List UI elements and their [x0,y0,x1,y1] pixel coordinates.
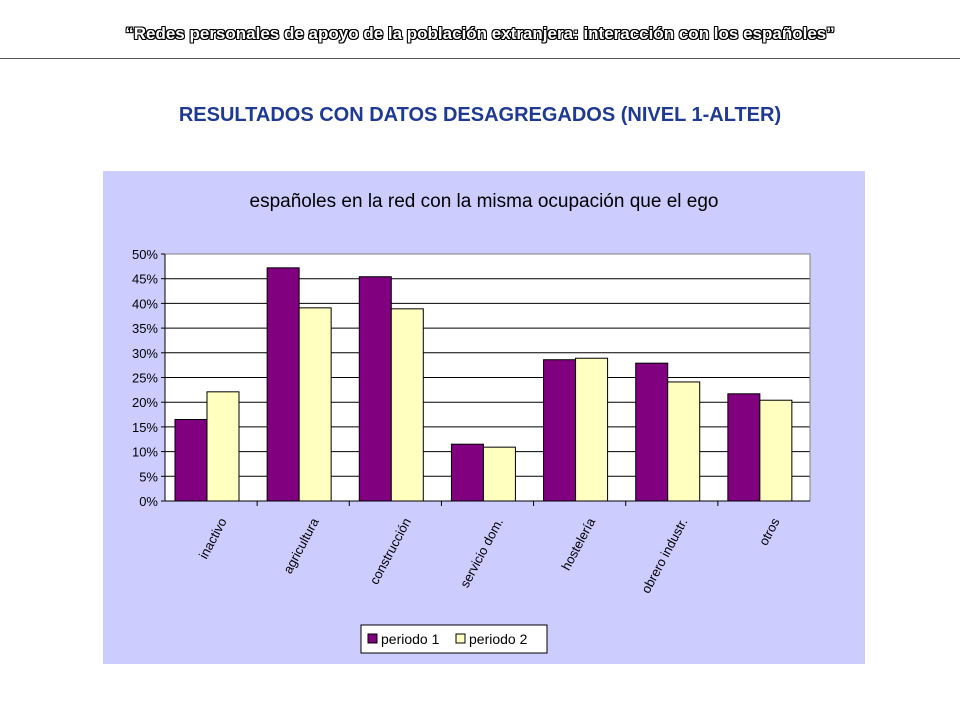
y-tick-label: 50% [132,247,158,262]
y-tick-label: 15% [132,420,158,435]
y-tick-label: 35% [132,321,158,336]
bar-1 [358,276,392,502]
bar-1 [635,362,669,502]
bar-2 [482,446,516,502]
bar-2 [298,307,332,502]
y-tick-label: 10% [132,445,158,460]
chart-panel: españoles en la red con la misma ocupaci… [103,171,865,664]
y-tick-label: 30% [132,346,158,361]
bar-1 [727,393,761,502]
bar-2 [390,308,424,502]
header-divider [0,58,960,59]
legend-label-1: periodo 1 [381,631,440,647]
y-tick-label: 25% [132,371,158,386]
bar-1 [266,267,300,502]
bar-1 [174,418,208,502]
y-tick-label: 5% [139,469,158,484]
legend-swatch-1 [367,633,378,644]
bar-2 [575,357,609,502]
bar-1 [543,359,577,502]
legend-box [360,624,548,654]
y-tick-label: 0% [139,494,158,509]
bar-2 [667,381,701,502]
bar-2 [206,391,240,502]
bar-1 [450,443,484,502]
chart-title: españoles en la red con la misma ocupaci… [250,191,719,212]
legend-label-2: periodo 2 [469,631,528,647]
y-tick-label: 45% [132,272,158,287]
y-tick-label: 40% [132,296,158,311]
section-title: RESULTADOS CON DATOS DESAGREGADOS (NIVEL… [178,104,782,126]
bar-2 [759,399,793,502]
presentation-title: “Redes personales de apoyo de la poblaci… [125,24,835,43]
y-tick-label: 20% [132,395,158,410]
legend-swatch-2 [455,633,466,644]
bar-chart: españoles en la red con la misma ocupaci… [103,171,865,664]
